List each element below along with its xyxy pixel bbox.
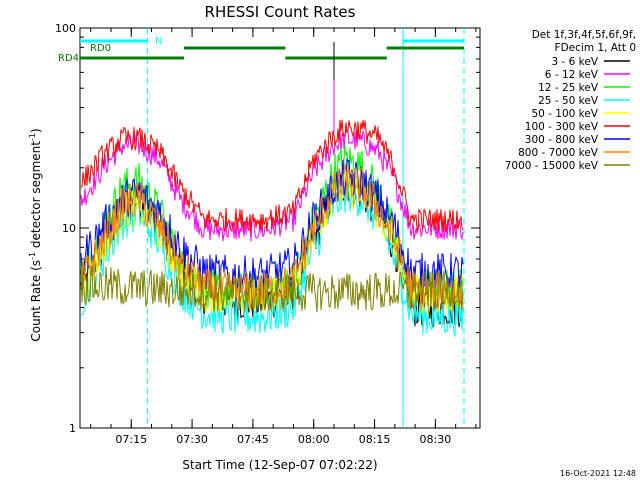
y-axis-label-sup1: -1 [28,252,37,260]
series-line [80,119,464,234]
rd0-annotation-label: RD0 [90,43,111,54]
y-axis-label-mid: detector segment [29,141,43,252]
y-axis-label-main: Count Rate (s [29,260,43,342]
legend-entry-label: 50 - 100 keV [531,108,598,120]
legend-entry-label: 25 - 50 keV [538,95,599,107]
x-tick-label: 07:45 [237,433,269,446]
x-tick-label: 08:30 [420,433,452,446]
legend-entry-label: 3 - 6 keV [551,56,598,68]
n-annotation-label: N [155,36,162,47]
x-tick-label: 08:15 [359,433,391,446]
plot-layer: 1 10 100 07:15 07:30 07:45 08:00 08:15 08:30 N RD0… [55,22,481,446]
chart-title: RHESSI Count Rates [205,3,356,21]
x-tick-label: 07:15 [115,433,147,446]
series-line [80,128,464,242]
x-axis-label: Start Time (12-Sep-07 07:02:22) [182,458,377,472]
timestamp: 16-Oct-2021 12:48 [560,469,636,478]
y-tick-label: 10 [62,222,76,235]
legend: Det 1f,3f,4f,5f,6f,9f,FDecim 1, Att 0 3 -… [505,29,636,172]
legend-entry-label: 300 - 800 keV [525,134,599,146]
legend-header: Det 1f,3f,4f,5f,6f,9f, [532,29,636,41]
y-axis-label-sup2: -1 [28,133,37,141]
legend-entry-label: 12 - 25 keV [538,82,599,94]
legend-entry-label: 800 - 7000 keV [518,147,599,159]
y-tick-label: 1 [69,422,76,435]
y-tick-label: 100 [55,22,76,35]
x-tick-label: 08:00 [298,433,330,446]
legend-entry-label: 6 - 12 keV [545,69,599,81]
legend-entry-label: 7000 - 15000 keV [505,160,599,172]
legend-entry-label: 100 - 300 keV [525,121,599,133]
series-line [80,265,464,313]
y-axis-label-end: ) [29,128,43,133]
legend-header: FDecim 1, Att 0 [555,42,636,54]
y-axis-label: Count Rate (s-1 detector segment-1) [28,128,43,341]
series-line [80,163,464,311]
rd4-annotation-label: RD4 [58,53,79,64]
x-tick-label: 07:30 [176,433,208,446]
